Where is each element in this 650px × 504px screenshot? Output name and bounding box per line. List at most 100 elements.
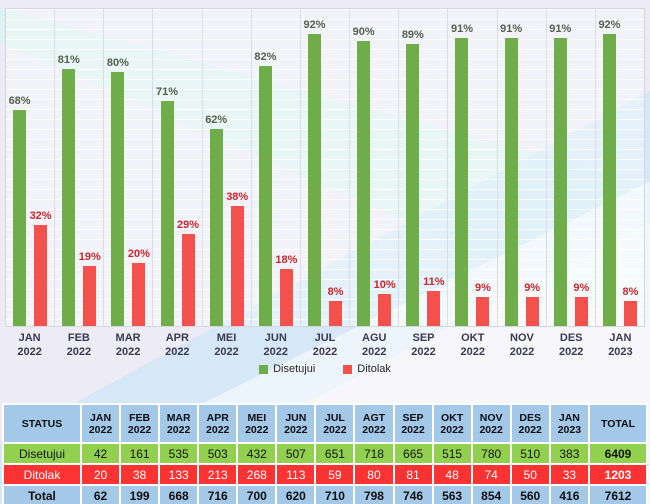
header-month-line2: 2022 xyxy=(518,423,542,436)
bar-disetujui xyxy=(308,34,322,326)
data-label-ditolak: 8% xyxy=(327,285,344,298)
x-label-month: APR xyxy=(165,332,189,344)
data-label-disetujui: 91% xyxy=(500,22,523,35)
value-cell: 710 xyxy=(314,484,356,504)
legend-label: Disetujui xyxy=(273,363,316,375)
value-cell: 798 xyxy=(353,484,395,504)
category-group: 80% 20% xyxy=(104,9,154,326)
header-month-line1: NOV xyxy=(479,411,503,424)
header-month-line2: 2022 xyxy=(206,423,230,436)
bar-chart: 68% 32% 81% 19% 80% 20% 71% 29% 62% 38% 82% 18% 92% 8… xyxy=(5,8,645,375)
value-cell: 74 xyxy=(470,463,512,486)
value-cell: 50 xyxy=(509,463,551,486)
bar-ditolak xyxy=(230,205,244,326)
bar-ditolak xyxy=(83,265,97,326)
x-label-month: JAN xyxy=(18,332,41,344)
x-label-year: 2022 xyxy=(263,346,289,358)
x-axis-label: NOV 2022 xyxy=(497,331,546,359)
header-month-line1: JAN xyxy=(558,411,580,424)
x-axis-labels: JAN 2022 FEB 2022 MAR 2022 APR 2022 MEI 2022 JUN 20… xyxy=(5,331,645,359)
table-row-rejected: Ditolak 20 38 133 213 268 113 59 80 81 48 74 50 33 120… xyxy=(2,463,648,486)
header-month-line2: 2022 xyxy=(284,423,308,436)
bar-disetujui xyxy=(553,37,567,326)
value-cell: 854 xyxy=(470,484,512,504)
x-label-year: 2022 xyxy=(509,346,535,358)
bar-ditolak xyxy=(427,291,441,326)
data-label-ditolak: 10% xyxy=(373,279,396,292)
header-month-line2: 2022 xyxy=(166,423,191,436)
x-label-year: 2022 xyxy=(17,346,42,358)
data-label-ditolak: 32% xyxy=(29,209,52,222)
bar-ditolak xyxy=(34,224,48,326)
row-total-cell: 1203 xyxy=(588,463,648,486)
row-total-cell: 6409 xyxy=(588,442,648,465)
x-label-month: SEP xyxy=(412,332,435,344)
table-header-row: STATUS JAN 2022 FEB 2022 MAR 2022 APR 2022 MEI 202… xyxy=(2,403,648,444)
x-label-year: 2023 xyxy=(608,346,633,358)
value-cell: 510 xyxy=(509,442,551,465)
bar-disetujui xyxy=(357,40,371,326)
x-label-year: 2022 xyxy=(362,346,387,358)
value-cell: 20 xyxy=(79,463,122,486)
data-label-disetujui: 81% xyxy=(57,54,80,67)
header-month: APR 2022 xyxy=(197,403,239,444)
header-month: NOV 2022 xyxy=(470,403,512,444)
x-axis-label: JUL 2022 xyxy=(300,331,349,359)
header-month-line2: 2022 xyxy=(401,423,425,436)
value-cell: 113 xyxy=(275,463,317,486)
category-group: 89% 11% xyxy=(399,9,449,326)
x-label-month: MEI xyxy=(216,332,237,344)
header-month-line2: 2023 xyxy=(557,423,582,436)
data-label-disetujui: 82% xyxy=(254,51,277,64)
category-group: 81% 19% xyxy=(55,9,105,326)
data-label-disetujui: 90% xyxy=(352,25,375,38)
category-group: 92% 8% xyxy=(301,9,351,326)
value-cell: 59 xyxy=(314,463,356,486)
bar-disetujui xyxy=(602,34,616,326)
row-label-total: Total xyxy=(2,484,82,504)
x-axis-label: MAR 2022 xyxy=(103,331,152,359)
value-cell: 62 xyxy=(79,484,122,504)
data-label-ditolak: 9% xyxy=(524,282,541,295)
bar-ditolak xyxy=(525,297,539,326)
data-label-disetujui: 91% xyxy=(549,22,572,35)
header-month: SEP 2022 xyxy=(392,403,434,444)
data-label-ditolak: 8% xyxy=(622,285,639,298)
header-month-line1: AGT xyxy=(362,411,386,424)
header-month-line2: 2022 xyxy=(479,423,503,436)
header-month-line1: MEI xyxy=(247,411,267,424)
legend-label: Ditolak xyxy=(357,363,391,375)
x-axis-label: OKT 2022 xyxy=(448,331,497,359)
bar-disetujui xyxy=(504,37,518,326)
x-axis-label: JUN 2022 xyxy=(251,331,300,359)
category-group: 91% 9% xyxy=(547,9,596,326)
value-cell: 161 xyxy=(119,442,161,465)
table-header: STATUS JAN 2022 FEB 2022 MAR 2022 APR 2022 MEI 202… xyxy=(2,403,648,444)
bar-disetujui xyxy=(455,37,469,326)
header-month: AGT 2022 xyxy=(353,403,395,444)
x-axis-label: APR 2022 xyxy=(153,331,202,359)
x-label-month: JUN xyxy=(264,332,287,344)
x-label-year: 2022 xyxy=(460,346,485,358)
header-month: OKT 2022 xyxy=(431,403,473,444)
header-month: DES 2022 xyxy=(509,403,551,444)
value-cell: 560 xyxy=(509,484,551,504)
x-label-month: MAR xyxy=(115,332,141,344)
bar-ditolak xyxy=(378,294,392,326)
bar-disetujui xyxy=(13,110,27,326)
header-month-line1: MAR xyxy=(166,411,191,424)
data-table: STATUS JAN 2022 FEB 2022 MAR 2022 APR 2022 MEI 202… xyxy=(2,403,648,504)
header-month: JAN 2022 xyxy=(79,403,122,444)
data-label-disetujui: 92% xyxy=(303,19,326,32)
header-month: JUL 2022 xyxy=(314,403,356,444)
value-cell: 416 xyxy=(548,484,591,504)
data-label-disetujui: 92% xyxy=(598,19,621,32)
x-label-month: NOV xyxy=(510,332,534,344)
value-cell: 42 xyxy=(79,442,122,465)
category-group: 91% 9% xyxy=(498,9,547,326)
header-month: JAN 2023 xyxy=(548,403,591,444)
bar-disetujui xyxy=(111,72,125,326)
value-cell: 507 xyxy=(275,442,317,465)
value-cell: 80 xyxy=(353,463,395,486)
bar-ditolak xyxy=(181,234,195,326)
